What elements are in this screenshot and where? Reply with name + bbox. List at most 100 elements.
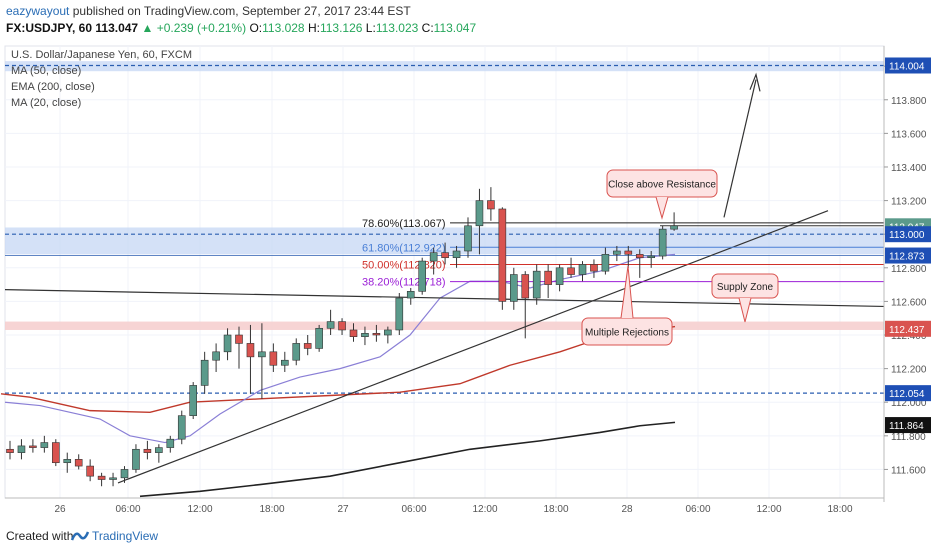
open-value: 113.028 <box>262 21 305 35</box>
candle-body <box>624 250 633 255</box>
candle-body <box>555 267 564 285</box>
last-price: 113.047 <box>95 21 139 35</box>
candle-body <box>509 274 518 302</box>
callout-text: Multiple Rejections <box>585 328 669 339</box>
price-tick-label: 112.600 <box>891 297 927 308</box>
fib-level-label: 61.80%(112.922) <box>362 242 446 254</box>
price-tag-label: 112.054 <box>889 389 925 400</box>
close-value: 113.047 <box>433 21 477 35</box>
price-chart[interactable]: 78.60%(113.067)61.80%(112.922)50.00%(112… <box>0 40 932 524</box>
candle-body <box>40 442 49 448</box>
price-tick-label: 112.000 <box>891 398 927 409</box>
fibonacci-levels: 78.60%(113.067)61.80%(112.922)50.00%(112… <box>362 218 884 289</box>
resistance-band <box>5 227 884 255</box>
candle-body <box>658 228 667 257</box>
ascending-trend-line <box>117 210 829 484</box>
price-tag-label: 112.873 <box>889 252 925 263</box>
candle-body <box>51 442 60 464</box>
price-tick-label: 112.800 <box>891 264 927 275</box>
candlestick-series[interactable] <box>6 187 678 487</box>
price-tag <box>885 226 931 243</box>
candle-body <box>372 333 381 336</box>
price-axis[interactable]: 111.600111.800112.000112.200112.400112.6… <box>883 46 931 502</box>
candle-body <box>292 343 301 361</box>
candle-body <box>177 415 186 440</box>
time-axis[interactable]: 26 06:00 12:00 18:00 27 06:00 12:00 18:00 28 06:0… <box>5 497 884 515</box>
candle-body <box>441 252 449 259</box>
price-tag <box>885 247 931 264</box>
candle-body <box>326 321 335 329</box>
price-tick-label: 113.400 <box>891 163 927 174</box>
high-value: 113.126 <box>319 21 363 35</box>
candle-body <box>521 274 530 299</box>
legend-item: MA (50, close) <box>11 65 81 77</box>
chart-annotations: Close above Resistance Supply Zone Multipl… <box>581 169 779 346</box>
time-tick-label: 12:00 <box>187 504 212 515</box>
change-up-icon: ▲ <box>141 21 154 35</box>
candle-body <box>200 359 209 386</box>
publish-info: eazywayout published on TradingView.com,… <box>6 4 411 18</box>
plot-border <box>4 45 885 499</box>
price-tick-label: 111.600 <box>891 465 926 476</box>
candle-body <box>338 321 346 331</box>
candle-body <box>155 447 163 453</box>
candle-body <box>567 267 575 275</box>
supply-zone-band <box>5 321 884 330</box>
candle-body <box>590 264 598 272</box>
candle-body <box>29 445 37 448</box>
high-label: H: <box>307 21 320 35</box>
candle-body <box>269 351 278 366</box>
price-tick-label: 113.200 <box>891 197 927 208</box>
price-tag <box>885 57 931 74</box>
tradingview-brand[interactable]: TradingView <box>92 529 159 543</box>
fib-level-label: 38.20%(112.718) <box>362 277 446 289</box>
candle-body <box>349 329 358 337</box>
candle-body <box>452 250 461 259</box>
candle-body <box>74 459 83 467</box>
candle-body <box>361 333 369 337</box>
change-value: +0.239 (+0.21%) <box>156 21 247 35</box>
candle-body <box>97 475 106 480</box>
candle-body <box>464 225 472 252</box>
callout-pointer <box>738 297 752 323</box>
descending-support-line <box>4 289 885 308</box>
candle-body <box>17 445 26 453</box>
price-tick-label: 112.200 <box>891 365 927 376</box>
candle-body <box>406 291 415 299</box>
candle-body <box>670 225 678 230</box>
arrow-head-icon <box>749 72 761 92</box>
candle-body <box>429 252 438 262</box>
candle-body <box>212 351 220 361</box>
close-label: C: <box>421 21 434 35</box>
author-name[interactable]: eazywayout <box>6 4 70 18</box>
candle-body <box>475 200 484 227</box>
moving-average-lines <box>0 253 676 498</box>
time-tick-label: 26 <box>54 504 66 515</box>
time-tick-label: 18:00 <box>543 504 568 515</box>
legend-item: MA (20, close) <box>11 97 81 109</box>
price-tag-label: 114.004 <box>889 61 925 72</box>
created-with-text: Created with <box>6 529 74 543</box>
projection-arrow-line <box>723 79 757 218</box>
price-tag-label: 112.437 <box>889 325 925 336</box>
legend-item: EMA (200, close) <box>11 81 95 93</box>
candle-body <box>384 329 392 336</box>
time-tick-label: 12:00 <box>756 504 781 515</box>
candle-body <box>132 448 140 470</box>
candle-body <box>143 448 152 453</box>
legend-title: U.S. Dollar/Japanese Yen, 60, FXCM <box>11 49 192 61</box>
candle-body <box>303 343 312 349</box>
candle-body <box>223 334 232 353</box>
candle-body <box>189 385 197 416</box>
chart-footer: Created with TradingView <box>0 524 932 550</box>
publish-text: published on TradingView.com, September … <box>72 4 411 18</box>
trend-lines <box>4 72 885 484</box>
candle-body <box>246 343 255 358</box>
callout-pointer <box>620 265 634 319</box>
time-tick-label: 06:00 <box>115 504 140 515</box>
candle-body <box>578 264 587 275</box>
candle-body <box>258 351 266 358</box>
price-tick-label: 111.800 <box>891 432 926 443</box>
candle-body <box>647 255 656 259</box>
candle-body <box>613 250 621 255</box>
